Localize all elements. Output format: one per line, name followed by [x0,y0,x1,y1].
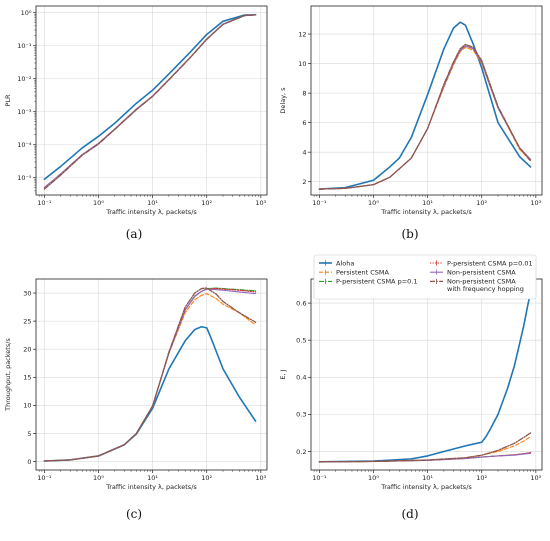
series-line-persistent [318,436,532,463]
y-tick-label: 10 [298,60,306,68]
x-tick-label: 10³ [530,474,541,482]
series-line-persistent [318,46,532,190]
y-tick-label: 10⁻¹ [17,42,32,50]
y-tick-label: 5 [27,430,31,438]
y-axis-label: Delay, s [279,87,287,114]
y-tick-label: 0.4 [296,374,306,382]
x-tick-label: 10¹ [147,199,158,207]
y-tick-label: 10⁰ [21,9,32,17]
y-tick-label: 2 [302,178,306,186]
x-axis-label: Traffic intensity λ, packets/s [105,483,197,491]
series-line-p001 [43,287,257,462]
x-tick-label: 10¹ [422,474,433,482]
x-tick-label: 10⁰ [368,199,379,207]
chart-panel: 10⁻¹ 10⁰ 10¹ 10² 10³ 2 4 6 8 10 12 Traffic intensit… [279,5,543,241]
plot-frame [35,5,268,196]
y-tick-label: 0.6 [296,299,306,307]
x-tick-label: 10³ [255,199,266,207]
plot-frame [35,278,268,471]
x-axis-label: Traffic intensity λ, packets/s [380,208,472,216]
chart-panel: 10⁻¹ 10⁰ 10¹ 10² 10³10⁻⁵10⁻⁴10⁻³10⁻²10⁻¹10⁰T… [4,5,268,241]
legend-label: Non-persistent CSMA [447,269,516,277]
x-tick-label: 10⁻¹ [312,199,327,207]
series-line-aloha [43,325,257,462]
legend-item-p01: P-persistent CSMA p=0.1 [319,278,417,286]
x-tick-label: 10⁰ [93,199,104,207]
y-tick-label: 20 [23,346,31,354]
y-tick-label: 12 [298,30,306,38]
y-tick-label: 0.5 [296,336,306,344]
x-tick-label: 10⁰ [93,474,104,482]
series-line-hopping [318,43,532,190]
series-line-hopping [43,287,257,462]
plot-frame [310,278,543,471]
x-tick-label: 10⁻¹ [37,199,52,207]
chart-panel: 10⁻¹ 10⁰ 10¹ 10² 10³ 0 5 10 15 20 25 30 Traffic inte… [4,278,268,521]
x-tick-label: 10² [201,199,212,207]
y-axis-label: E, J [279,369,287,379]
legend-box [313,254,537,300]
y-tick-label: 25 [23,317,31,325]
y-tick-label: 10⁻⁴ [17,141,32,149]
legend-label: Non-persistent CSMA [447,278,516,286]
y-tick-label: 4 [302,148,306,156]
chart-panel: 10⁻¹ 10⁰ 10¹ 10² 10³ 0.2 0.3 0.4 0.5 0.6 Traffic i… [279,278,543,521]
x-tick-label: 10⁻¹ [37,474,52,482]
y-tick-label: 10⁻² [17,75,32,83]
legend-label: Persistent CSMA [336,269,389,277]
legend-label: P-persistent CSMA p=0.1 [336,278,417,286]
y-tick-label: 6 [302,119,306,127]
x-tick-label: 10² [476,199,487,207]
series-line-p01 [318,45,532,190]
x-tick-label: 10² [476,474,487,482]
x-tick-label: 10³ [255,474,266,482]
y-tick-label: 15 [23,374,31,382]
panel-label: (c) [126,507,142,521]
series-line-nonpersistent [318,45,532,190]
legend-item-aloha: Aloha [319,259,354,267]
legend-label: Aloha [336,259,354,267]
legend-label: P-persistent CSMA p=0.01 [447,259,533,267]
series-line-p01 [43,287,257,462]
series-line-aloha [43,13,257,181]
series-line-hopping [318,432,532,463]
x-axis-label: Traffic intensity λ, packets/s [105,208,197,216]
series-line-aloha [318,21,532,190]
legend-label: with frequency hopping [447,285,524,293]
y-tick-label: 0 [27,458,31,466]
series-line-aloha [318,291,532,463]
series-line-hopping [43,14,257,190]
legend-item-p001: P-persistent CSMA p=0.01 [430,259,533,267]
x-tick-label: 10⁻¹ [312,474,327,482]
x-tick-label: 10² [201,474,212,482]
series-line-nonpersistent [43,288,257,462]
y-axis-label: PLR [4,94,12,107]
legend-item-nonpersistent: Non-persistent CSMA [430,269,516,277]
y-tick-label: 30 [23,289,31,297]
panel-label: (a) [126,227,143,241]
legend-item-persistent: Persistent CSMA [319,269,389,277]
panel-label: (d) [401,507,418,521]
y-tick-label: 10 [23,402,31,410]
y-tick-label: 10⁻³ [17,108,32,116]
x-tick-label: 10¹ [422,199,433,207]
x-tick-label: 10⁰ [368,474,379,482]
x-tick-label: 10³ [530,199,541,207]
y-tick-label: 10⁻⁵ [17,174,32,182]
y-axis-label: Throughput, packets/s [4,338,12,412]
x-tick-label: 10¹ [147,474,158,482]
y-tick-label: 8 [302,89,306,97]
series-line-p001 [318,45,532,190]
panel-label: (b) [401,227,418,241]
y-tick-label: 0.3 [296,411,306,419]
y-tick-label: 0.2 [296,448,306,456]
x-axis-label: Traffic intensity λ, packets/s [380,483,472,491]
plot-frame [310,5,543,196]
